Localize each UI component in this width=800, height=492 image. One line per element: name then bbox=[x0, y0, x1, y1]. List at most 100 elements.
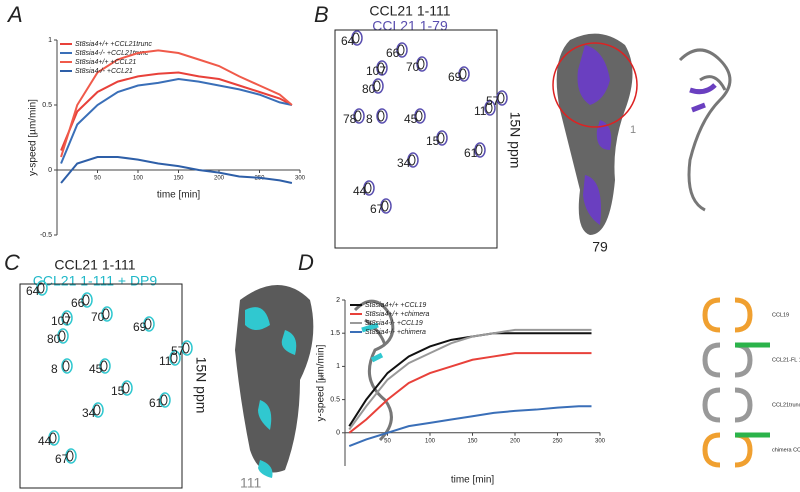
panel-label: D bbox=[298, 250, 314, 275]
peak-label: 67 bbox=[370, 202, 384, 216]
x-tick-label: 150 bbox=[467, 438, 478, 444]
peak bbox=[61, 358, 73, 374]
peak bbox=[485, 102, 493, 114]
peak bbox=[101, 306, 113, 322]
y-tick-label: 2 bbox=[336, 297, 340, 304]
x-tick-label: 250 bbox=[552, 438, 563, 444]
peak bbox=[373, 80, 381, 92]
peak-label: 70 bbox=[91, 310, 105, 324]
y-tick-label: 0.5 bbox=[42, 102, 52, 109]
peak bbox=[351, 30, 363, 46]
peak-label: 45 bbox=[89, 362, 103, 376]
peak bbox=[143, 316, 155, 332]
x-tick-label: 200 bbox=[510, 438, 521, 444]
x-axis-label: time [min] bbox=[157, 190, 201, 201]
peak-label: 8 bbox=[366, 112, 373, 126]
x-tick-label: 200 bbox=[214, 176, 225, 182]
residue: 1 bbox=[318, 371, 324, 383]
y-tick-label: 1.5 bbox=[330, 330, 340, 337]
cartoon-label: CCL21-FL 1-111 bbox=[772, 357, 800, 363]
peak bbox=[474, 142, 486, 158]
peak bbox=[497, 92, 505, 104]
peak bbox=[414, 108, 426, 124]
peak bbox=[58, 330, 66, 342]
peak bbox=[352, 32, 360, 44]
peak bbox=[92, 402, 104, 418]
peak bbox=[66, 450, 74, 462]
peak-label: 61 bbox=[149, 396, 163, 410]
peak bbox=[475, 144, 483, 156]
peak bbox=[182, 342, 190, 354]
peak-label: 8 bbox=[51, 362, 58, 376]
peak-label: 57 bbox=[171, 344, 185, 358]
legend-label: St8sia4+/+ +chimera bbox=[365, 311, 430, 318]
legend-label: St8sia4-/- +CCL21 bbox=[75, 68, 133, 75]
y-tick-label: -0.5 bbox=[40, 232, 52, 239]
x-tick-label: 300 bbox=[295, 176, 306, 182]
series-line bbox=[60, 49, 293, 158]
y-axis-label: y-speed [µm/min] bbox=[316, 344, 327, 421]
residue: 111 bbox=[240, 475, 261, 491]
series-line bbox=[348, 328, 592, 431]
series-line bbox=[60, 156, 293, 184]
residue: 79 bbox=[592, 239, 608, 255]
peak bbox=[37, 282, 45, 294]
y-tick-label: 1 bbox=[336, 363, 340, 370]
peak bbox=[65, 448, 77, 464]
cartoon-label: CCL21trunc 1-79 bbox=[772, 402, 800, 408]
y-tick-label: 1 bbox=[48, 37, 52, 44]
peak bbox=[436, 130, 448, 146]
peak-label: 45 bbox=[404, 112, 418, 126]
peak bbox=[122, 382, 130, 394]
panel-label: B bbox=[314, 2, 329, 27]
peak-label: 64 bbox=[26, 284, 40, 298]
x-tick-label: 50 bbox=[384, 438, 391, 444]
peak bbox=[416, 56, 428, 72]
peak-label: 66 bbox=[71, 296, 85, 310]
panel-label: A bbox=[6, 2, 23, 27]
peak bbox=[102, 308, 110, 320]
peak bbox=[437, 132, 445, 144]
peak-label: 67 bbox=[55, 452, 69, 466]
peak-label: 107 bbox=[366, 64, 386, 78]
peak bbox=[62, 360, 70, 372]
peak bbox=[181, 340, 193, 356]
legend-label: St8sia4-/- +CCL21trunc bbox=[75, 50, 149, 57]
peak-label: 64 bbox=[341, 34, 355, 48]
title: CCL21 1-111 bbox=[369, 3, 450, 19]
x-tick-label: 300 bbox=[595, 438, 606, 444]
legend-label: St8sia4+/+ +CCL19 bbox=[365, 302, 426, 309]
peak-label: 69 bbox=[448, 70, 462, 84]
peak bbox=[377, 110, 385, 122]
peak bbox=[408, 154, 416, 166]
legend-label: St8sia4+/+ +CCL21 bbox=[75, 59, 136, 66]
title: CCL21 1-79 bbox=[372, 18, 448, 34]
peak bbox=[376, 108, 388, 124]
peak bbox=[36, 280, 48, 296]
cartoon-label: chimera CCL19 1-70-CCL21 79-111 bbox=[772, 447, 800, 453]
peak-label: 57 bbox=[486, 94, 500, 108]
peak bbox=[354, 110, 362, 122]
y-tick-label: 0 bbox=[48, 167, 52, 174]
spectrum-frame bbox=[19, 283, 183, 489]
peak bbox=[99, 358, 111, 374]
peak-label: 107 bbox=[51, 314, 71, 328]
title: CCL21 1-111 bbox=[54, 257, 135, 273]
peak bbox=[49, 432, 57, 444]
peak-label: 34 bbox=[397, 156, 411, 170]
peak-label: 44 bbox=[353, 184, 367, 198]
x-tick-label: 100 bbox=[425, 438, 436, 444]
legend-label: St8sia4-/- +CCL19 bbox=[365, 320, 423, 327]
cartoon-label: CCL19 bbox=[772, 312, 789, 318]
peak bbox=[159, 392, 171, 408]
peak bbox=[121, 380, 133, 396]
peak bbox=[169, 350, 181, 366]
series-line bbox=[60, 71, 293, 151]
peak bbox=[458, 66, 470, 82]
peak-label: 61 bbox=[464, 146, 478, 160]
peak bbox=[144, 318, 152, 330]
x-axis-label: time [min] bbox=[451, 475, 495, 486]
legend-label: St8sia4+/+ +CCL21trunc bbox=[75, 41, 152, 48]
peak-label: 34 bbox=[82, 406, 96, 420]
